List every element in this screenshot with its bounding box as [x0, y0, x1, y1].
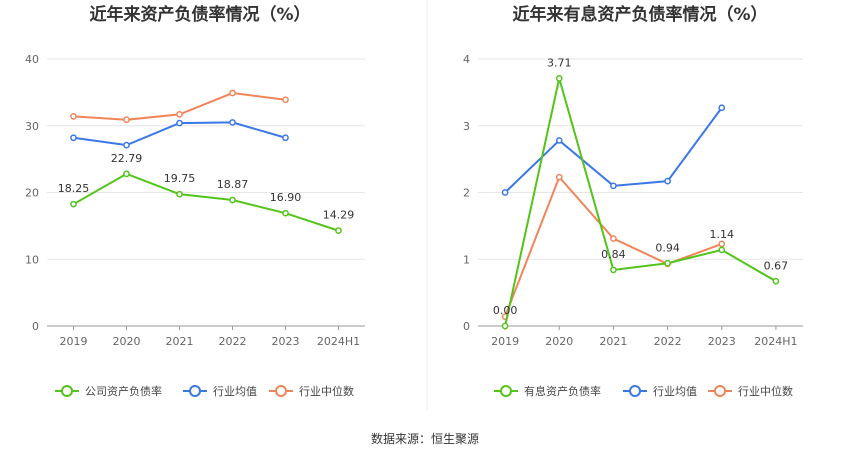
data-point — [176, 190, 183, 198]
data-point — [501, 189, 509, 196]
legend-swatch-marker — [500, 385, 512, 397]
data-point — [176, 119, 183, 127]
legend-swatch-marker — [629, 385, 641, 397]
data-label: 1.14 — [710, 228, 735, 241]
legend-label: 有息资产负债率 — [524, 384, 601, 398]
y-tick-label: 30 — [25, 120, 39, 133]
x-tick-label: 2022 — [219, 335, 247, 348]
y-tick-label: 20 — [25, 187, 39, 200]
data-point — [70, 134, 77, 142]
legend-item-0[interactable]: 有息资产负债率 — [494, 384, 601, 398]
data-point — [555, 137, 563, 144]
data-label: 16.90 — [270, 191, 302, 204]
y-tick-label: 2 — [463, 187, 470, 200]
data-point — [610, 235, 617, 242]
x-tick-label: 2019 — [491, 335, 519, 348]
chart-title-left: 近年来资产负债率情况（%） — [89, 4, 310, 25]
data-point — [70, 113, 77, 120]
data-label: 0.84 — [601, 248, 626, 261]
legend-item-2[interactable]: 行业中位数 — [269, 384, 354, 398]
data-label: 0.67 — [764, 259, 789, 272]
legend-label: 行业中位数 — [299, 384, 354, 398]
data-point — [718, 246, 726, 254]
data-label: 14.29 — [323, 209, 355, 222]
data-point — [282, 209, 289, 217]
chart-title-right: 近年来有息资产负债率情况（%） — [512, 4, 767, 25]
y-tick-label: 0 — [32, 320, 39, 333]
data-point — [772, 277, 780, 285]
data-point — [555, 75, 563, 82]
data-point — [718, 240, 726, 248]
data-point — [335, 227, 342, 234]
x-tick-label: 2022 — [654, 335, 682, 348]
right-chart: 0 1 2 3 4 2019 2020 2021 2022 2023 2024H1 0.00 3.71 0… — [463, 53, 803, 398]
data-point — [229, 89, 236, 97]
data-point — [123, 116, 130, 124]
data-point — [176, 111, 183, 118]
data-point — [555, 173, 563, 181]
y-tick-label: 1 — [463, 253, 470, 266]
x-tick-label: 2019 — [60, 335, 88, 348]
data-point — [282, 134, 289, 142]
x-tick-label: 2021 — [166, 335, 194, 348]
legend-swatch-marker — [714, 385, 726, 397]
y-tick-label: 10 — [25, 253, 39, 266]
left-chart: 0 10 20 30 40 2019 2020 2021 2022 2023 2024H1 18.25… — [25, 53, 365, 398]
source-note: 数据来源：恒生聚源 — [371, 431, 479, 446]
data-point — [123, 141, 130, 149]
legend-label: 行业中位数 — [738, 384, 793, 398]
data-label: 18.25 — [58, 182, 90, 195]
x-tick-label: 2023 — [708, 335, 736, 348]
legend-swatch-marker — [61, 385, 73, 397]
x-tick-label: 2024H1 — [754, 335, 797, 348]
data-label: 18.87 — [217, 178, 249, 191]
series-line-0 — [504, 78, 777, 327]
legend-item-1[interactable]: 行业均值 — [183, 385, 257, 398]
y-tick-label: 0 — [463, 320, 470, 333]
data-label: 0.00 — [493, 304, 518, 317]
data-point — [282, 96, 289, 104]
data-label: 22.79 — [111, 152, 143, 165]
x-tick-label: 2024H1 — [317, 335, 360, 348]
x-tick-label: 2021 — [599, 335, 627, 348]
legend-label: 公司资产负债率 — [85, 384, 162, 398]
data-point — [718, 104, 726, 112]
x-tick-label: 2020 — [113, 335, 141, 348]
data-label: 19.75 — [164, 172, 196, 185]
series-line-2 — [504, 175, 723, 318]
legend-item-1[interactable]: 行业均值 — [623, 385, 697, 398]
data-label: 0.94 — [655, 241, 680, 254]
data-point — [229, 119, 236, 126]
x-tick-label: 2020 — [545, 335, 573, 348]
legend-item-2[interactable]: 行业中位数 — [708, 384, 793, 398]
data-label: 3.71 — [547, 56, 572, 69]
series-line-0 — [73, 172, 339, 232]
data-point — [501, 322, 509, 330]
y-tick-label: 4 — [463, 53, 470, 66]
data-point — [610, 266, 617, 274]
legend-label: 行业均值 — [213, 385, 257, 398]
legend-label: 行业均值 — [653, 385, 697, 398]
data-point — [664, 177, 671, 185]
legend-swatch-marker — [189, 385, 201, 397]
data-point — [664, 259, 671, 267]
data-point — [610, 182, 617, 190]
y-tick-label: 3 — [463, 120, 470, 133]
data-point — [70, 200, 77, 208]
legend-item-0[interactable]: 公司资产负债率 — [55, 384, 162, 398]
data-point — [123, 170, 130, 178]
y-tick-label: 40 — [25, 53, 39, 66]
x-tick-label: 2023 — [272, 335, 300, 348]
legend-swatch-marker — [275, 385, 287, 397]
data-point — [229, 196, 236, 204]
